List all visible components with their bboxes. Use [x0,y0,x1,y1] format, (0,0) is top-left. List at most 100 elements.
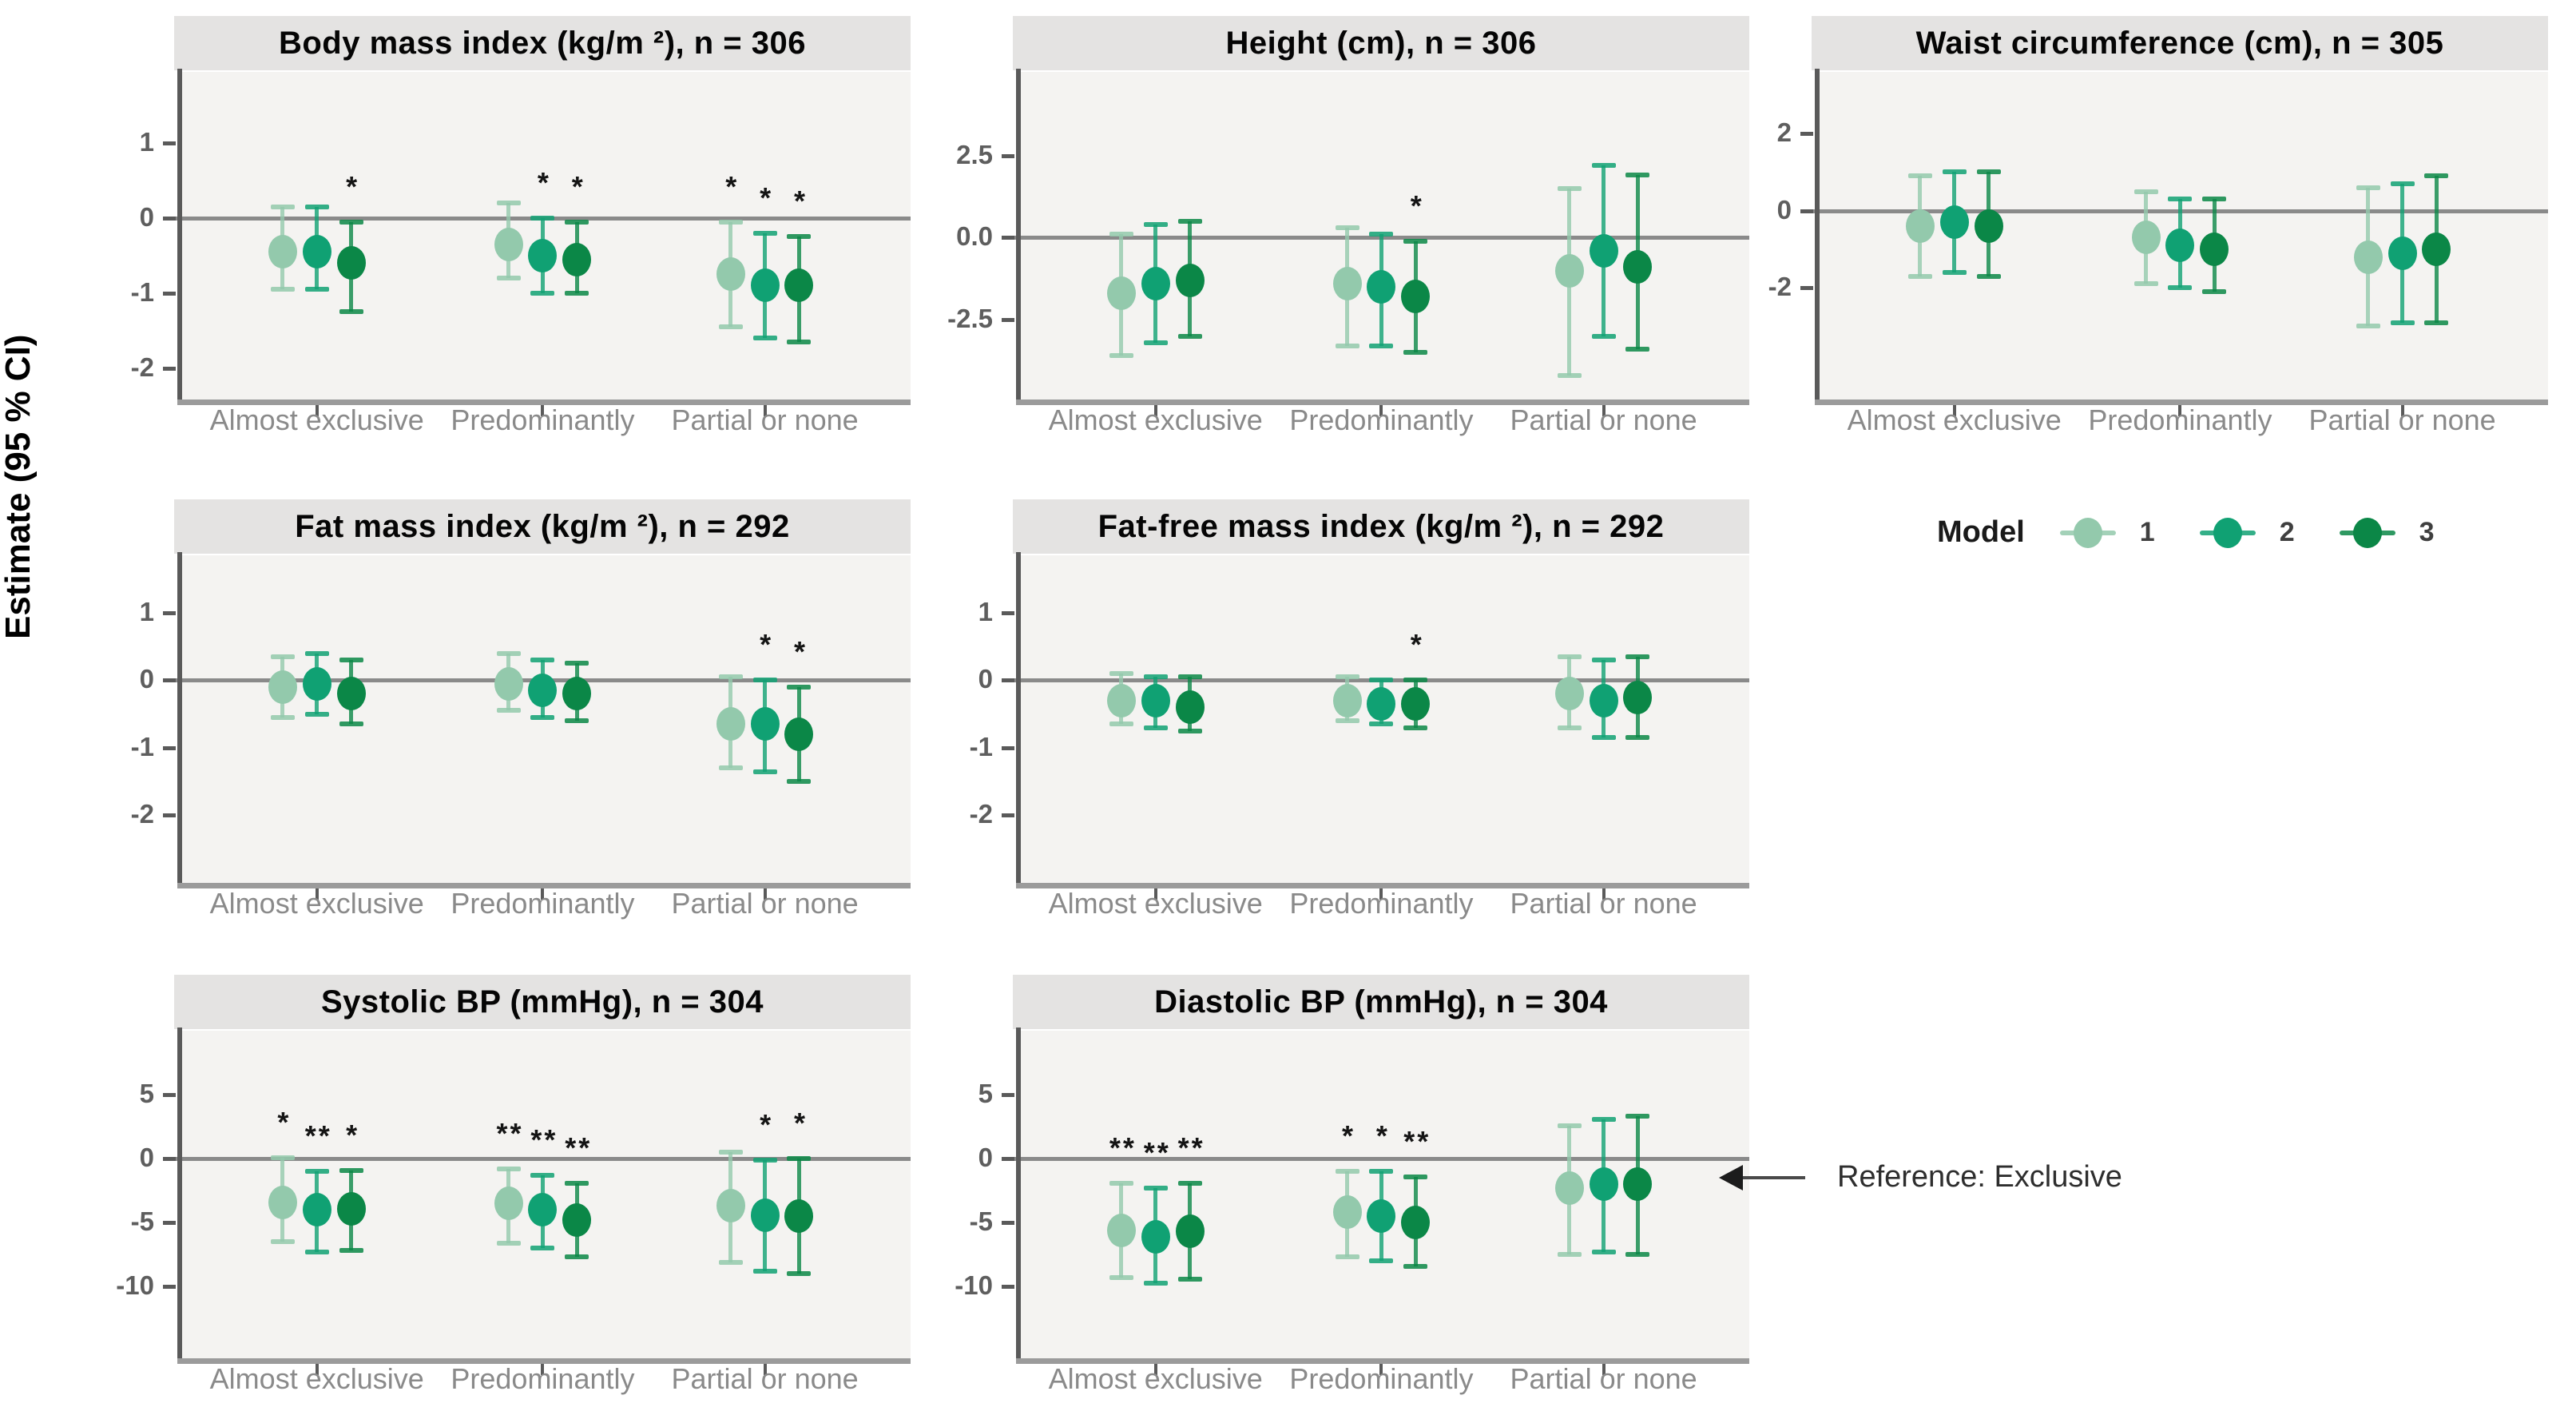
significance-label: * [1375,1119,1390,1153]
point-estimate-model-2 [1367,686,1396,721]
arrow-line [1743,1175,1805,1179]
y-tick [163,1221,176,1226]
legend-item-model-1: 1 [2059,516,2155,550]
y-tick-label: 1 [978,596,993,626]
legend-model-number: 1 [2139,517,2155,547]
significance-label: * [537,165,551,199]
ci-cap-lower [2202,288,2227,294]
ci-cap-upper [270,1155,295,1160]
ci-cap-upper [1907,173,1932,179]
y-tick [163,745,176,750]
ci-cap-upper [1942,169,1967,175]
point-ci-icon [2339,516,2395,550]
significance-label: ** [565,1131,593,1164]
ci-cap-upper [1625,173,1650,178]
point-estimate-model-3 [336,1191,366,1226]
point-estimate-model-3 [784,268,814,303]
ci-cap-lower [1335,1254,1359,1260]
ci-cap-lower [304,1250,329,1255]
ci-cap-lower [787,779,812,785]
y-tick [163,813,176,818]
y-tick [1002,1093,1014,1098]
x-category-label: Predominantly [451,1362,635,1395]
x-category-label: Predominantly [1289,887,1474,920]
x-axis-line [1815,399,2548,405]
y-axis-line [177,552,182,888]
ci-cap-upper [1976,169,2001,175]
ci-cap-lower [339,721,363,727]
ci-cap-lower [530,290,555,296]
zero-reference-line [176,1157,911,1162]
ci-cap-lower [1177,1276,1202,1282]
point-estimate-model-1 [2131,221,2161,255]
y-tick [163,291,176,296]
point-estimate-model-1 [1332,266,1362,300]
y-tick [1002,153,1014,158]
x-axis-line [1016,883,1749,888]
ci-cap-upper [2202,197,2227,202]
ci-cap-upper [339,219,363,225]
ci-cap-upper [339,658,363,663]
y-tick [163,366,176,371]
panel-title: Fat-free mass index (kg/m ²), n = 292 [1097,508,1665,544]
y-tick [163,678,176,683]
point-estimate-model-3 [1401,1206,1431,1240]
panel-title: Fat mass index (kg/m ²), n = 292 [295,508,790,544]
y-tick-label: -10 [955,1270,993,1301]
x-category-label: Partial or none [2308,403,2496,436]
y-tick-label: 0 [978,664,993,694]
y-tick-label: -2 [130,352,154,382]
point-estimate-model-1 [1554,1171,1584,1205]
x-category-label: Predominantly [2088,403,2272,436]
point-estimate-model-1 [1554,253,1584,288]
panel-title-strip: Height (cm), n = 306 [1013,16,1749,70]
y-tick-label: 1 [139,127,154,157]
point-estimate-model-2 [1141,683,1170,717]
point-estimate-model-1 [716,707,745,741]
significance-label: ** [1403,1124,1431,1158]
panel-title-strip: Fat mass index (kg/m ²), n = 292 [174,499,911,554]
significance-label: * [346,1118,360,1151]
x-tick [541,405,545,416]
y-tick-label: 0 [139,664,154,694]
point-estimate-model-2 [528,238,558,272]
point-estimate-model-1 [1106,683,1136,717]
ci-cap-upper [2356,185,2380,190]
significance-label: * [1410,628,1424,662]
y-tick [163,141,176,146]
y-tick [163,1157,176,1162]
panel-title-strip: Fat-free mass index (kg/m ²), n = 292 [1013,499,1749,554]
y-tick-label: -1 [130,731,154,761]
x-category-label: Partial or none [1510,887,1697,920]
left-arrow-icon [1719,1164,1743,1190]
y-tick [1002,1157,1014,1162]
ci-cap-upper [787,1156,812,1162]
ci-cap-lower [565,1254,589,1260]
point-estimate-model-3 [2422,232,2451,266]
panel-title: Height (cm), n = 306 [1225,25,1537,61]
significance-label: ** [304,1119,332,1153]
ci-cap-lower [2168,285,2193,291]
ci-cap-lower [1591,735,1616,741]
y-tick-label: -5 [969,1206,993,1237]
ci-cap-lower [1403,725,1428,730]
x-axis-line [1016,1358,1749,1364]
point-estimate-model-1 [268,1185,297,1219]
ci-cap-upper [1109,232,1133,237]
x-tick [315,405,319,416]
x-category-label: Almost exclusive [1847,403,2062,436]
point-estimate-model-1 [716,1189,745,1223]
significance-label: * [793,185,808,218]
point-estimate-model-1 [1332,683,1362,717]
ci-cap-upper [1557,1123,1582,1128]
x-tick [1602,1364,1606,1375]
significance-label: ** [1177,1131,1205,1164]
point-estimate-model-1 [1106,276,1136,311]
ci-cap-upper [787,234,812,240]
x-tick [315,1364,319,1375]
ci-cap-upper [1591,163,1616,169]
y-tick-label: -1 [130,276,154,307]
ci-cap-lower [270,287,295,292]
model-legend: Model 1 2 3 [1937,515,2435,550]
ci-cap-lower [1143,725,1168,730]
